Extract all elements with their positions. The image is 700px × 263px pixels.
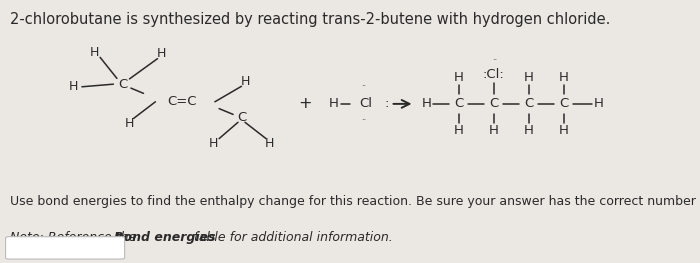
Text: H: H [454, 124, 463, 137]
Text: table for additional information.: table for additional information. [190, 231, 393, 244]
Text: C: C [118, 78, 127, 91]
Text: +: + [298, 96, 312, 112]
Text: ··: ·· [361, 117, 367, 125]
Text: C: C [237, 110, 246, 124]
Text: H: H [454, 71, 463, 84]
Text: ··: ·· [492, 57, 498, 65]
Text: H: H [156, 47, 166, 60]
FancyBboxPatch shape [6, 237, 125, 259]
Text: C: C [454, 97, 463, 110]
Text: H: H [524, 71, 533, 84]
Text: H: H [422, 97, 432, 110]
Text: H: H [240, 75, 250, 88]
Text: H: H [559, 124, 568, 137]
Text: H: H [209, 137, 218, 150]
Text: H: H [329, 97, 339, 110]
Text: C: C [524, 97, 533, 110]
Text: 2-chlorobutane is synthesized by reacting trans-2-butene with hydrogen chloride.: 2-chlorobutane is synthesized by reactin… [10, 12, 611, 27]
Text: H: H [559, 71, 568, 84]
Text: H: H [125, 117, 134, 130]
Text: C: C [559, 97, 568, 110]
Text: ··: ·· [361, 82, 367, 91]
Text: Note: Reference the: Note: Reference the [10, 231, 141, 244]
Text: H: H [594, 97, 603, 110]
Text: :: : [385, 97, 389, 110]
Text: C: C [489, 97, 498, 110]
Text: Bond energies: Bond energies [114, 231, 216, 244]
Text: H: H [90, 46, 99, 59]
Text: H: H [489, 124, 498, 137]
Text: H: H [524, 124, 533, 137]
Text: Use bond energies to find the enthalpy change for this reaction. Be sure your an: Use bond energies to find the enthalpy c… [10, 195, 700, 208]
Text: Cl: Cl [360, 97, 372, 110]
Text: :Cl:: :Cl: [482, 68, 505, 81]
Text: H: H [69, 80, 78, 93]
Text: H: H [265, 137, 274, 150]
Text: C=C: C=C [167, 95, 197, 108]
